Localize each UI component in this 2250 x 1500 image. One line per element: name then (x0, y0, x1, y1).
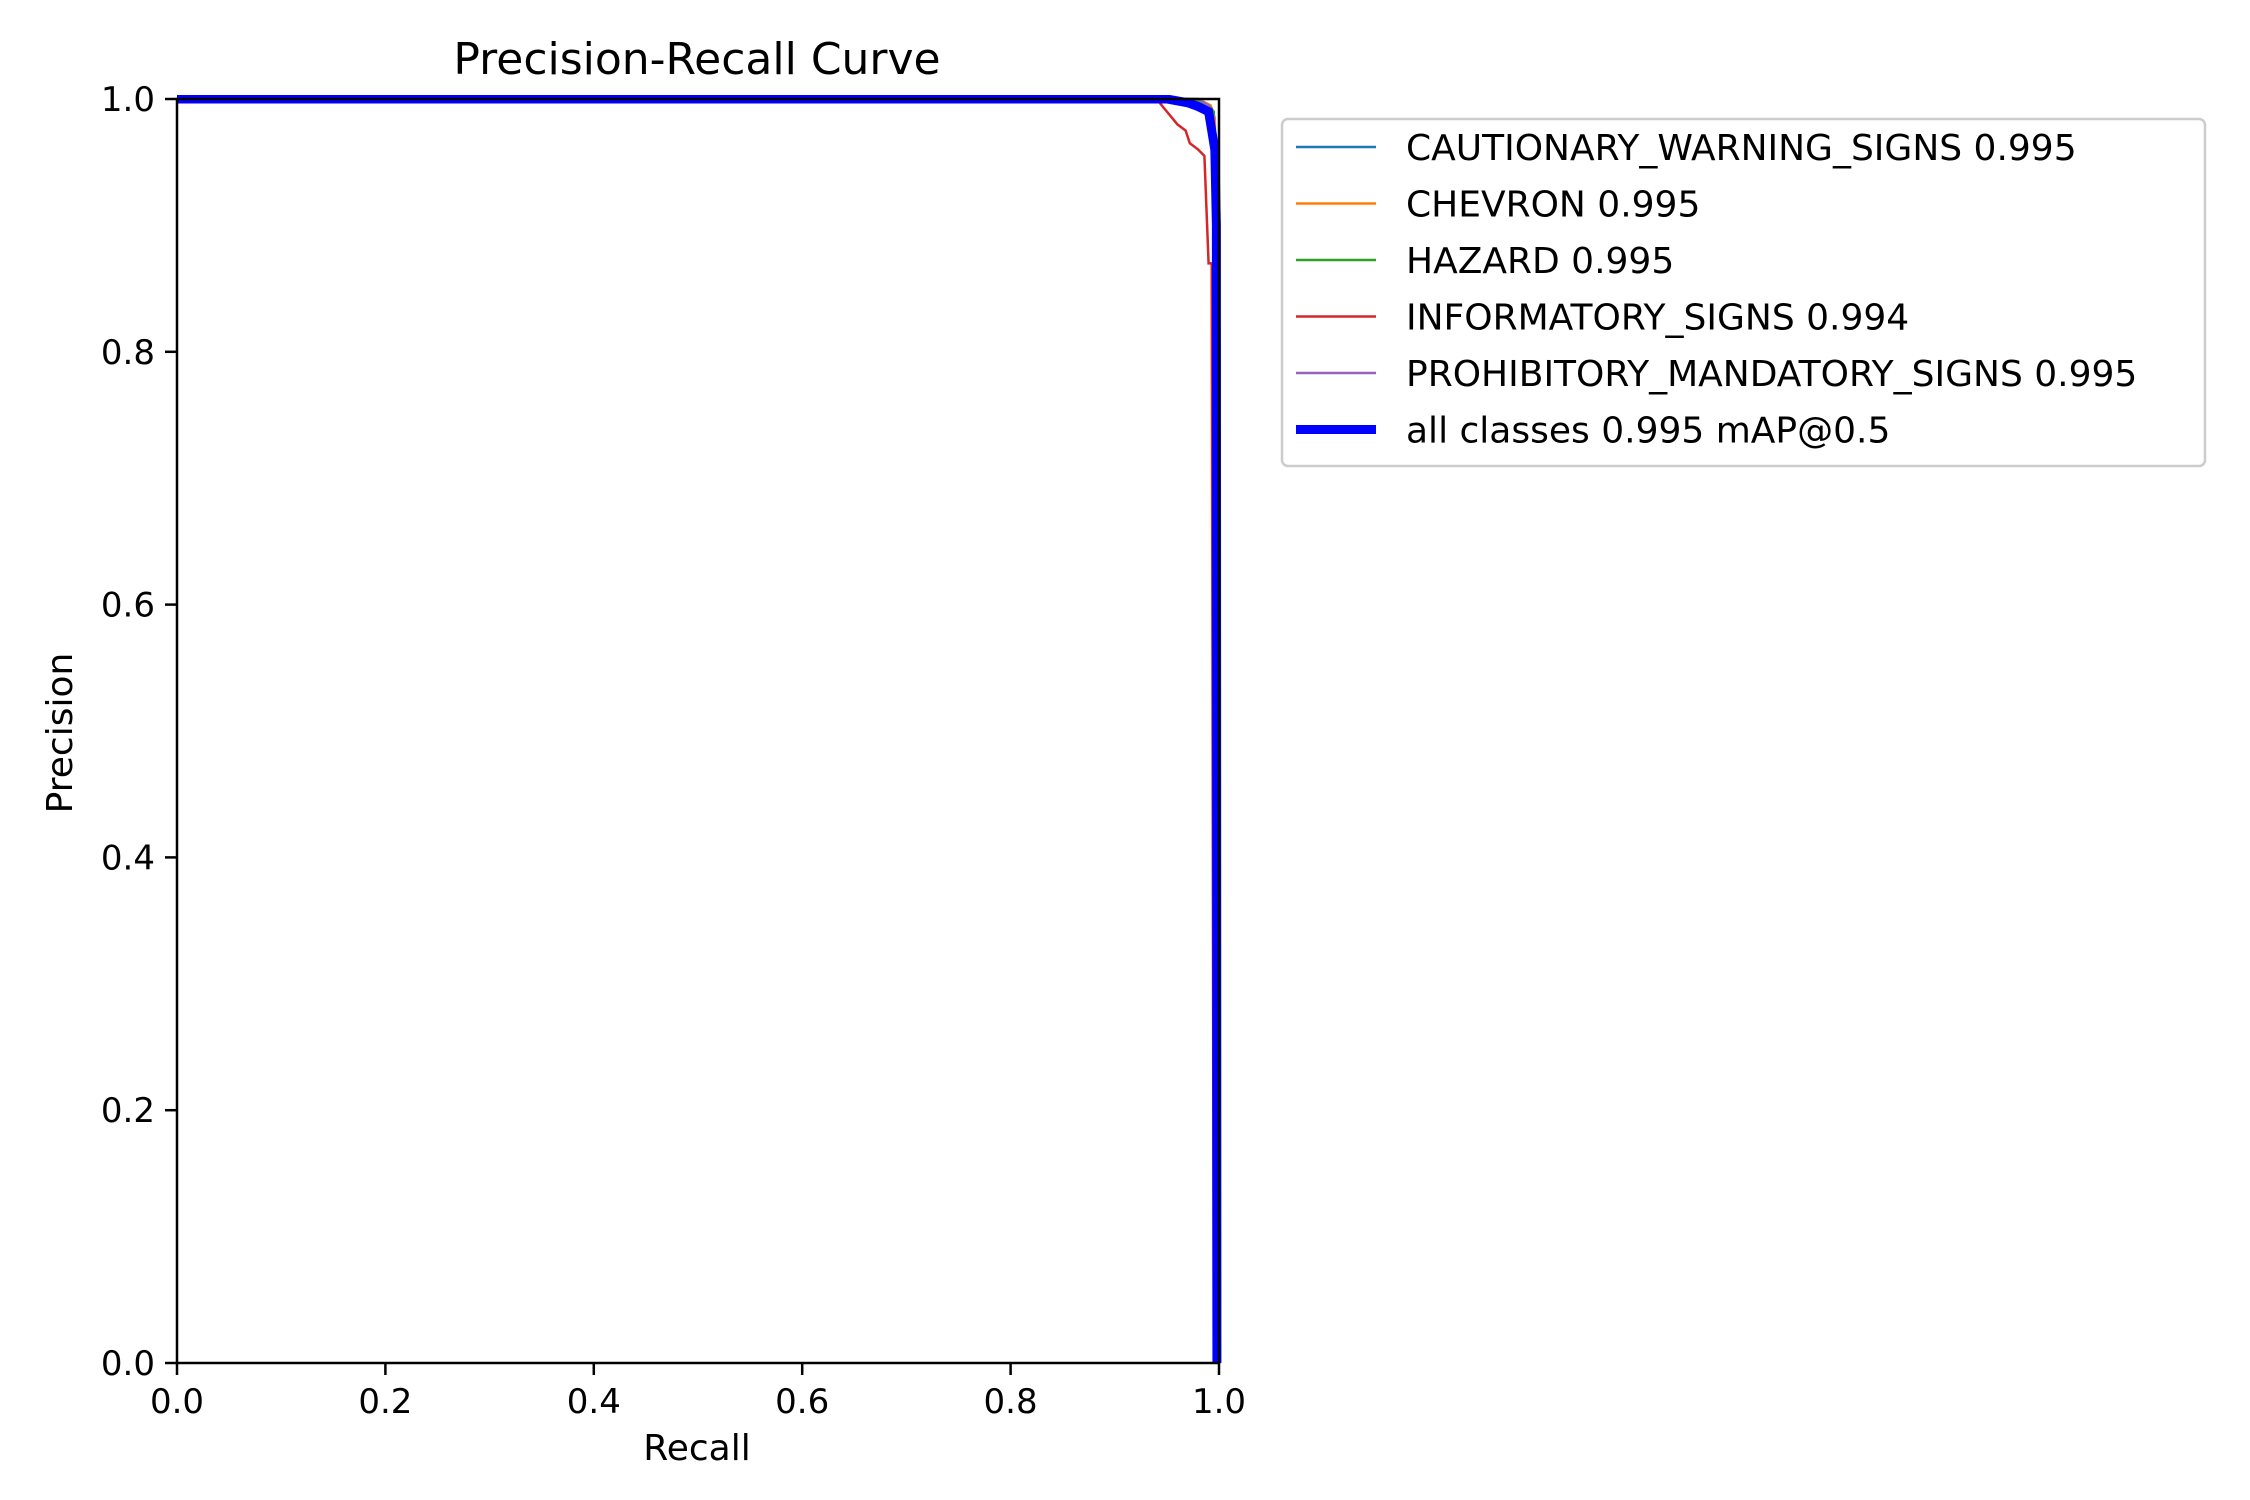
legend-label-2: HAZARD 0.995 (1406, 241, 1674, 282)
x-tick-label-5: 1.0 (1192, 1382, 1246, 1422)
chart-title: Precision-Recall Curve (453, 34, 940, 85)
plot-area: 0.0 0.2 0.4 0.6 0.8 1.0 0.0 0.2 0.4 0.6 0.8 1.0 (101, 80, 1246, 1422)
legend-box (1280, 117, 2207, 468)
x-axis-label: Recall (643, 1428, 750, 1469)
x-tick-label-3: 0.6 (775, 1382, 829, 1422)
y-tick-label-4: 0.8 (101, 333, 155, 373)
legend-label-1: CHEVRON 0.995 (1406, 185, 1700, 226)
y-axis-label: Precision (40, 653, 81, 814)
y-tick-label-2: 0.4 (101, 838, 155, 878)
legend-label-3: INFORMATORY_SIGNS 0.994 (1406, 298, 1909, 339)
series-line-3 (177, 97, 1216, 1364)
x-tick-label-4: 0.8 (984, 1382, 1038, 1422)
y-tick-label-5: 1.0 (101, 80, 155, 120)
y-tick-label-3: 0.6 (101, 586, 155, 626)
x-tick-label-2: 0.4 (567, 1382, 621, 1422)
y-tick-label-0: 0.0 (101, 1344, 155, 1384)
y-tick-label-1: 0.2 (101, 1091, 155, 1131)
x-tick-label-0: 0.0 (150, 1382, 204, 1422)
axes-frame (175, 97, 1221, 1365)
legend-label-4: PROHIBITORY_MANDATORY_SIGNS 0.995 (1406, 354, 2137, 395)
legend: CAUTIONARY_WARNING_SIGNS 0.995 CHEVRON 0.… (1280, 117, 2207, 468)
legend-label-0: CAUTIONARY_WARNING_SIGNS 0.995 (1406, 128, 2077, 169)
series-line-5 (177, 95, 1222, 1364)
x-tick-label-1: 0.2 (358, 1382, 412, 1422)
plot-background (177, 99, 1219, 1363)
legend-label-5: all classes 0.995 mAP@0.5 (1406, 411, 1890, 452)
